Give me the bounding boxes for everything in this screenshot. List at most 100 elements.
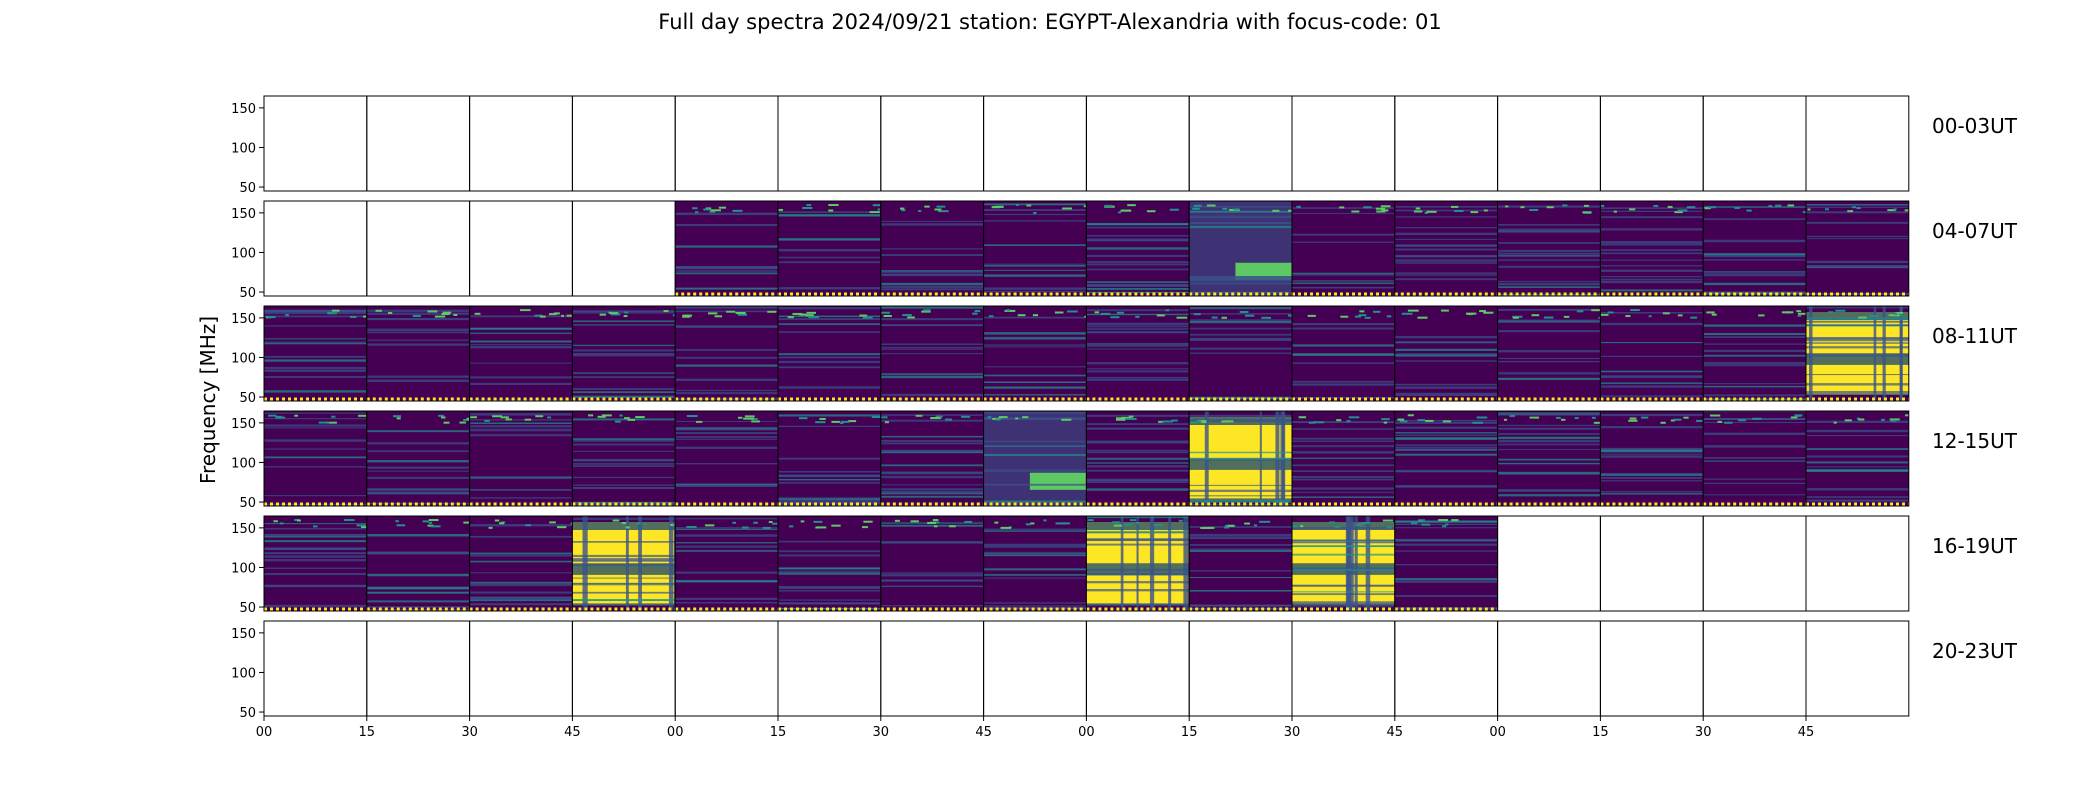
spectrum-speckle (1768, 205, 1773, 208)
spectrum-speckle (1483, 311, 1494, 314)
spectrum-speckle (767, 310, 777, 313)
spectrum-line (1806, 448, 1909, 450)
spectrum-line (1497, 427, 1601, 430)
spectrum-speckle (1628, 208, 1636, 211)
panel-r0-c6 (880, 95, 985, 192)
spectrum-speckle (1472, 421, 1484, 424)
spectrum-speckle (484, 419, 490, 422)
y-tick-label: 50 (239, 181, 256, 196)
spectrum-line (1394, 255, 1498, 258)
spectrum-line (675, 378, 778, 382)
spectrum-line (778, 353, 881, 356)
spectrum-line (675, 364, 778, 367)
spectrum-speckle (1083, 205, 1087, 208)
spectrum-line (264, 412, 367, 414)
spectrum-line (1189, 500, 1292, 503)
spectrum-speckle (1055, 522, 1066, 525)
spectrum-speckle (1858, 316, 1867, 319)
panel-r4-c5 (777, 515, 882, 612)
spectrum-line (366, 442, 470, 445)
spectrum-line (1292, 604, 1395, 607)
spectrum-line (1600, 280, 1704, 284)
spectrum-line (264, 585, 367, 587)
spectrum-line (1394, 383, 1498, 386)
spectrum-line (264, 567, 367, 569)
spectrum-line (1394, 446, 1498, 449)
spectrum-line (1292, 491, 1395, 493)
spectrum-background (366, 306, 470, 401)
spectrum-line (366, 553, 470, 555)
spectrum-speckle (1225, 420, 1234, 423)
spectrum-line (1189, 333, 1292, 336)
spectrum-line (1292, 475, 1395, 479)
spectrum-stripe (1899, 306, 1903, 401)
panel-frame (571, 95, 676, 192)
spectrum-line (1806, 455, 1909, 458)
panel-frame (263, 200, 368, 297)
spectrum-stripe (673, 516, 676, 611)
spectrum-line (1189, 548, 1292, 551)
spectrum-line (675, 420, 778, 422)
spectrum-line (1806, 265, 1909, 268)
spectrum-line (366, 573, 470, 577)
spectrum-line (469, 422, 573, 425)
spectrum-line (1086, 239, 1190, 242)
spectrum-speckle (792, 312, 803, 315)
spectrum-speckle (395, 520, 399, 523)
spectrum-line (1600, 355, 1704, 357)
spectrum-speckle (1313, 421, 1325, 424)
panel-r4-c9 (1188, 515, 1293, 612)
spectrum-speckle (614, 420, 621, 423)
spectrum-line (264, 366, 367, 370)
spectrum-speckle (1709, 414, 1721, 417)
spectrum-line (1703, 460, 1806, 462)
spectrum-line (1292, 591, 1395, 593)
spectrum-speckle (1704, 207, 1711, 210)
spectrum-speckle (466, 417, 470, 420)
spectrum-speckle (863, 520, 873, 523)
spectrum-speckle (1531, 314, 1540, 317)
spectrum-speckle (1807, 208, 1811, 211)
spectrum-line (675, 428, 778, 431)
spectrum-speckle (902, 314, 912, 317)
panel-frame (1291, 95, 1396, 192)
spectrum-speckle (768, 521, 773, 524)
spectrum-stripe (668, 516, 674, 611)
spectrum-line (572, 476, 676, 479)
spectrum-speckle (428, 519, 439, 522)
spectrum-speckle (670, 523, 676, 526)
spectrum-speckle (1529, 208, 1539, 211)
spectrum-speckle (802, 206, 813, 209)
spectrum-line (1189, 589, 1292, 592)
panel-frame (674, 620, 779, 717)
panel-r1-c10 (1291, 200, 1396, 297)
spectrum-speckle (428, 521, 433, 524)
spectrum-line (366, 375, 470, 378)
spectrum-line (572, 438, 676, 441)
spectrum-line (675, 325, 778, 328)
spectrum-speckle (918, 210, 922, 213)
spectrum-line (778, 572, 881, 575)
spectrum-speckle (627, 418, 636, 421)
spectrum-line (983, 290, 1087, 293)
spectrum-line (880, 464, 984, 467)
row-label: 08-11UT (1932, 324, 2017, 348)
spectrum-speckle (999, 416, 1004, 419)
spectrum-speckle (1200, 526, 1211, 529)
spectrum-line (1703, 354, 1806, 357)
spectrum-line (1394, 538, 1498, 542)
spectrum-line (675, 601, 778, 604)
spectrum-line (1394, 453, 1498, 456)
spectrum-line (366, 430, 470, 432)
spectrum-line (572, 465, 676, 468)
spectrum-line (469, 560, 573, 563)
spectrum-line (1703, 383, 1806, 385)
spectrum-line (1292, 397, 1395, 399)
spectrum-speckle (1417, 419, 1426, 422)
spectrum-background (1189, 516, 1292, 611)
spectrum-line (1600, 249, 1704, 252)
panel-r1-c3 (571, 200, 676, 297)
spectrum-speckle (332, 309, 340, 312)
spectrum-line (1292, 273, 1395, 276)
panel-r1-c13 (1599, 200, 1704, 297)
